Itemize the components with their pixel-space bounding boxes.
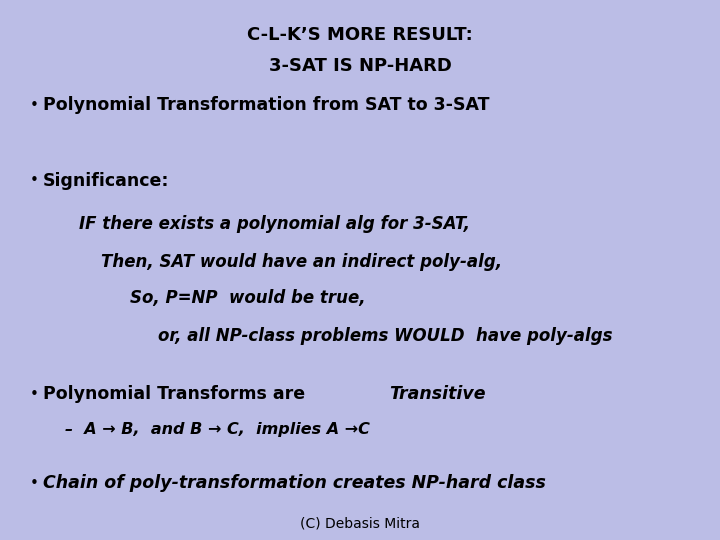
Text: Then, SAT would have an indirect poly-alg,: Then, SAT would have an indirect poly-al…	[101, 253, 502, 271]
Text: Polynomial Transforms are: Polynomial Transforms are	[43, 385, 311, 403]
Text: Chain of poly-transformation creates NP-hard class: Chain of poly-transformation creates NP-…	[43, 474, 546, 492]
Text: 3-SAT IS NP-HARD: 3-SAT IS NP-HARD	[269, 57, 451, 75]
Text: Significance:: Significance:	[43, 172, 170, 190]
Text: •: •	[30, 387, 39, 402]
Text: So, P=NP  would be true,: So, P=NP would be true,	[130, 289, 365, 307]
Text: •: •	[30, 173, 39, 188]
Text: •: •	[30, 476, 39, 491]
Text: (C) Debasis Mitra: (C) Debasis Mitra	[300, 517, 420, 531]
Text: Polynomial Transformation from SAT to 3-SAT: Polynomial Transformation from SAT to 3-…	[43, 96, 490, 114]
Text: Transitive: Transitive	[390, 385, 486, 403]
Text: or, all NP-class problems WOULD  have poly-algs: or, all NP-class problems WOULD have pol…	[158, 327, 613, 345]
Text: C-L-K’S MORE RESULT:: C-L-K’S MORE RESULT:	[247, 26, 473, 44]
Text: –  A → B,  and B → C,  implies A →C: – A → B, and B → C, implies A →C	[65, 422, 369, 437]
Text: IF there exists a polynomial alg for 3-SAT,: IF there exists a polynomial alg for 3-S…	[79, 215, 470, 233]
Text: •: •	[30, 98, 39, 113]
